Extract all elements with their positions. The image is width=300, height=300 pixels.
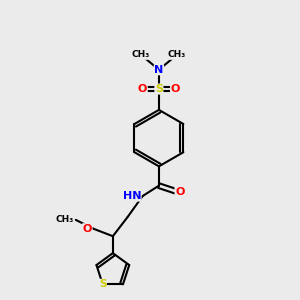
Text: N: N [154,65,164,75]
Text: S: S [155,84,163,94]
Text: CH₃: CH₃ [56,215,74,224]
Text: CH₃: CH₃ [168,50,186,59]
Text: CH₃: CH₃ [132,50,150,59]
Text: O: O [171,84,180,94]
Text: O: O [175,187,184,196]
Text: O: O [138,84,147,94]
Text: O: O [83,224,92,234]
Text: HN: HN [123,191,141,201]
Text: S: S [99,279,106,289]
